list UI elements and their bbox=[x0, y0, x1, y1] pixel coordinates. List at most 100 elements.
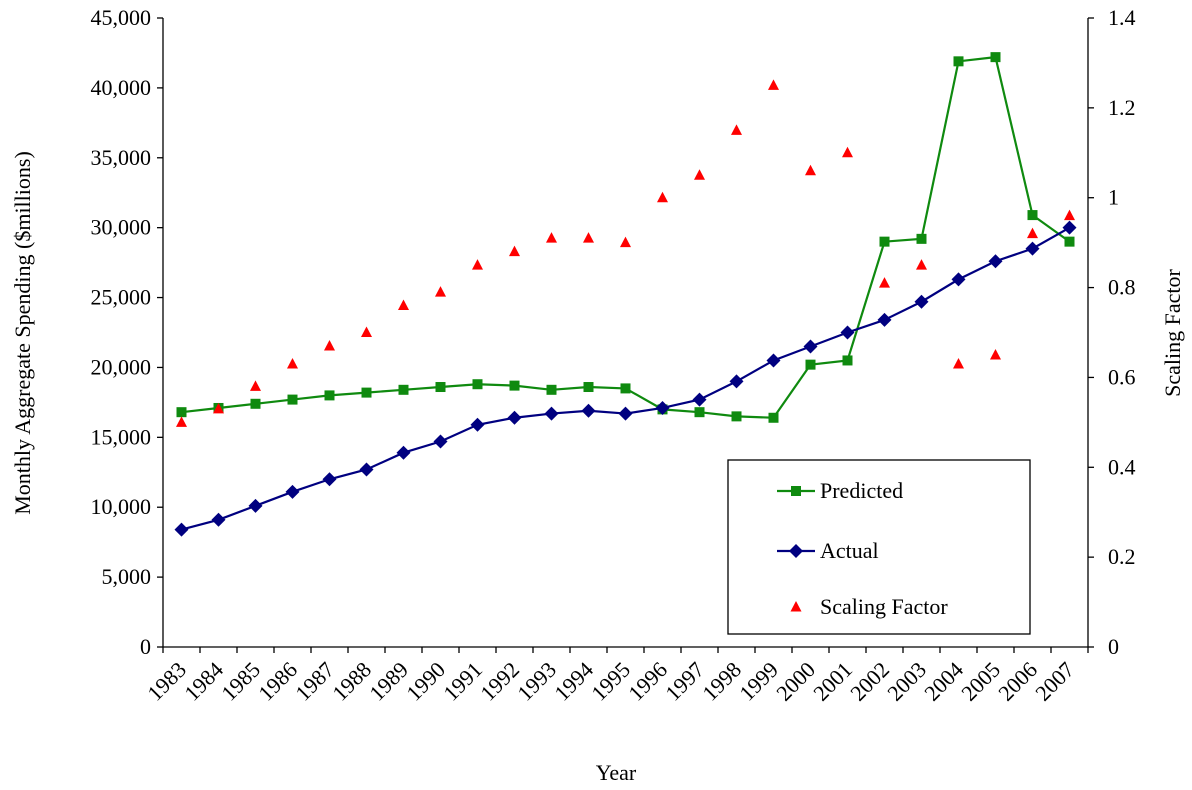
x-tick-label: 2003 bbox=[882, 657, 931, 706]
data-point bbox=[581, 403, 596, 418]
x-tick-label: 1993 bbox=[512, 657, 561, 706]
data-point bbox=[322, 472, 337, 487]
data-point bbox=[842, 355, 853, 366]
data-point bbox=[398, 384, 409, 395]
data-point bbox=[361, 387, 372, 398]
data-point bbox=[509, 245, 520, 257]
data-point bbox=[620, 236, 631, 248]
y-tick-label: 0 bbox=[140, 634, 151, 659]
y-tick-label: 15,000 bbox=[91, 424, 152, 449]
x-axis-title: Year bbox=[596, 760, 637, 785]
labels: Year Monthly Aggregate Spending ($millio… bbox=[10, 151, 1185, 785]
data-point bbox=[507, 410, 522, 425]
x-tick-label: 2000 bbox=[771, 657, 820, 706]
data-point bbox=[285, 484, 300, 499]
y-tick-label: 25,000 bbox=[91, 285, 152, 310]
data-point bbox=[953, 56, 964, 67]
y-tick-label: 35,000 bbox=[91, 145, 152, 170]
data-point bbox=[766, 353, 781, 368]
data-point bbox=[731, 124, 742, 135]
x-tick-label: 1984 bbox=[179, 657, 228, 706]
x-tick-label: 2001 bbox=[808, 657, 857, 706]
data-point bbox=[472, 379, 483, 390]
data-point bbox=[1025, 241, 1040, 256]
y2-tick-label: 1.4 bbox=[1108, 5, 1136, 30]
series-predicted bbox=[176, 52, 1075, 423]
data-point bbox=[916, 259, 927, 270]
data-point bbox=[472, 259, 483, 270]
data-point bbox=[174, 522, 189, 537]
y2-tick-label: 0.2 bbox=[1108, 544, 1136, 569]
data-point bbox=[396, 445, 411, 460]
data-point bbox=[768, 79, 779, 90]
series-actual bbox=[174, 220, 1077, 537]
data-point bbox=[509, 380, 520, 391]
data-point bbox=[951, 272, 966, 287]
legend-marker bbox=[790, 601, 802, 612]
y2-tick-label: 0 bbox=[1108, 634, 1119, 659]
x-tick-label: 1988 bbox=[327, 657, 376, 706]
x-tick-label: 1999 bbox=[734, 657, 783, 706]
series-scaling-factor bbox=[176, 79, 1075, 427]
data-point bbox=[694, 169, 705, 180]
data-point bbox=[916, 233, 927, 244]
data-point bbox=[435, 382, 446, 393]
data-point bbox=[879, 236, 890, 247]
data-point bbox=[1027, 227, 1038, 239]
data-point bbox=[879, 277, 890, 288]
data-point bbox=[544, 406, 559, 421]
data-point bbox=[435, 286, 446, 297]
x-tick-label: 2006 bbox=[993, 657, 1042, 706]
x-tick-label: 2005 bbox=[956, 657, 1005, 706]
data-point bbox=[361, 326, 372, 337]
legend: Predicted Actual Scaling Factor bbox=[727, 459, 1031, 635]
y2-tick-label: 0.6 bbox=[1108, 364, 1136, 389]
legend-marker bbox=[791, 486, 801, 496]
data-point bbox=[546, 232, 557, 243]
data-point bbox=[546, 384, 557, 395]
x-tick-label: 1983 bbox=[142, 657, 191, 706]
data-point bbox=[583, 232, 594, 243]
y-tick-label: 10,000 bbox=[91, 494, 152, 519]
x-tick-label: 2002 bbox=[845, 657, 894, 706]
y-axis-title: Monthly Aggregate Spending ($millions) bbox=[10, 151, 35, 515]
x-tick-label: 1986 bbox=[253, 657, 302, 706]
data-point bbox=[250, 398, 261, 409]
data-point bbox=[990, 348, 1001, 360]
x-tick-label: 1990 bbox=[401, 657, 450, 706]
data-point bbox=[988, 254, 1003, 269]
x-tick-label: 1987 bbox=[290, 657, 339, 706]
data-point bbox=[250, 380, 261, 391]
y2-tick-label: 0.4 bbox=[1108, 454, 1136, 479]
data-point bbox=[1027, 210, 1038, 221]
legend-marker bbox=[789, 544, 803, 558]
data-point bbox=[287, 394, 298, 405]
y-tick-label: 40,000 bbox=[91, 75, 152, 100]
y-tick-label: 45,000 bbox=[91, 5, 152, 30]
legend-label: Actual bbox=[820, 538, 879, 563]
data-point bbox=[990, 52, 1001, 63]
data-point bbox=[768, 412, 779, 423]
legend-item: Actual bbox=[777, 538, 879, 563]
legend-label: Predicted bbox=[820, 478, 903, 503]
data-point bbox=[433, 434, 448, 449]
data-point bbox=[1064, 236, 1075, 247]
data-point bbox=[1064, 209, 1075, 221]
x-tick-label: 1994 bbox=[549, 657, 598, 706]
data-point bbox=[620, 383, 631, 394]
x-tick-label: 1991 bbox=[438, 657, 487, 706]
legend-label: Scaling Factor bbox=[820, 594, 948, 619]
x-tick-label: 2007 bbox=[1030, 657, 1079, 706]
legend-item: Predicted bbox=[777, 478, 903, 503]
data-point bbox=[729, 374, 744, 389]
data-point bbox=[176, 416, 187, 427]
data-point bbox=[803, 339, 818, 354]
data-point bbox=[470, 417, 485, 432]
x-tick-label: 1998 bbox=[697, 657, 746, 706]
data-point bbox=[324, 339, 335, 351]
data-point bbox=[840, 325, 855, 340]
data-point bbox=[287, 357, 298, 369]
data-point bbox=[842, 146, 853, 158]
x-tick-label: 1997 bbox=[660, 657, 709, 706]
